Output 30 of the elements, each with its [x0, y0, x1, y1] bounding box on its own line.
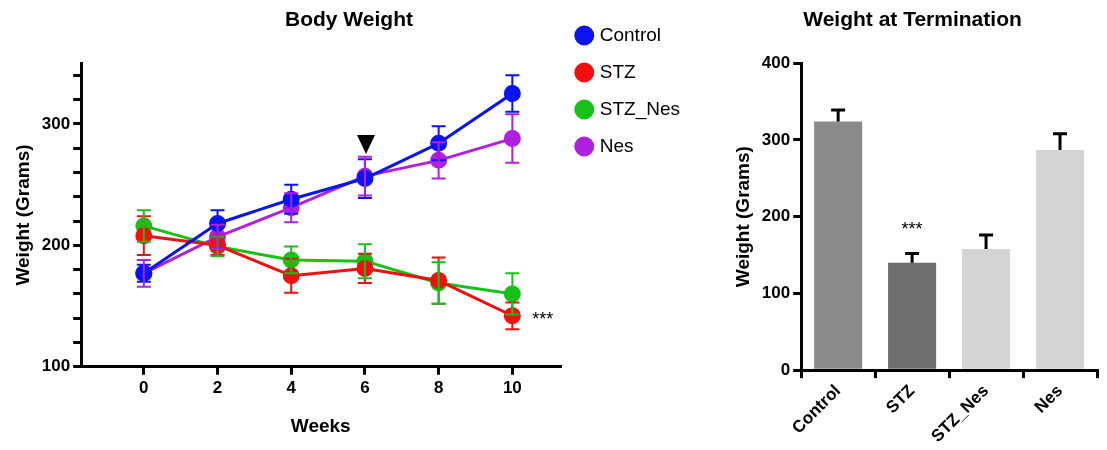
legend-label: STZ_Nes	[599, 97, 681, 120]
legend-label: Control	[599, 23, 662, 45]
x-tick-label: 4	[286, 377, 297, 397]
y-tick-label: 200	[41, 235, 71, 255]
x-tick-label: 2	[212, 377, 223, 397]
y-tick-label: 300	[761, 129, 791, 149]
x-tick-label: 8	[433, 377, 444, 397]
x-tick-label: 0	[139, 377, 149, 397]
bar	[1035, 149, 1085, 369]
bar	[888, 262, 937, 369]
x-tick-label: Nes	[1030, 381, 1067, 417]
annotation: ***	[901, 219, 923, 240]
y-tick-label: 100	[761, 283, 791, 303]
y-tick-label: 200	[761, 206, 791, 226]
y-tick-label: 100	[41, 356, 71, 376]
x-tick-label: 10	[502, 377, 522, 397]
legend-label: Nes	[599, 134, 634, 156]
chart-title: Weight at Termination	[803, 7, 1022, 31]
x-tick-label: 6	[360, 377, 370, 397]
y-tick-label: 400	[761, 52, 791, 72]
chart-title: Body Weight	[285, 7, 413, 31]
y-axis-title: Weight (Grams)	[731, 146, 753, 288]
y-tick-label: 0	[780, 359, 791, 379]
legend-label: STZ	[599, 60, 637, 82]
y-axis-title: Weight (Grams)	[11, 144, 33, 286]
y-tick-label: 300	[41, 113, 71, 133]
annotation: ***	[532, 308, 554, 329]
x-axis-title: Weeks	[290, 414, 351, 436]
bar	[962, 248, 1011, 369]
bar	[814, 121, 863, 369]
